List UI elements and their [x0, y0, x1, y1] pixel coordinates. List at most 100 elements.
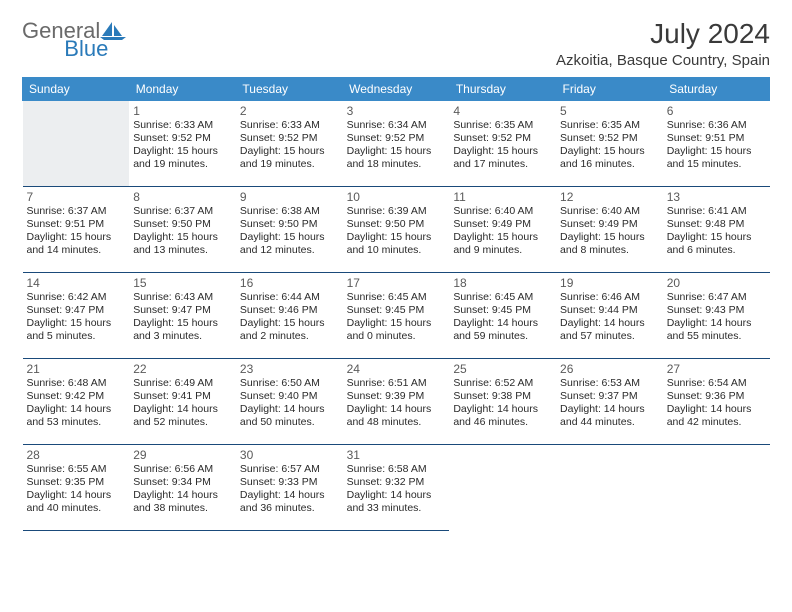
day-number: 9	[240, 190, 339, 204]
cell-d1: Daylight: 14 hours	[133, 403, 232, 416]
cell-sunset: Sunset: 9:52 PM	[240, 132, 339, 145]
cell-sunset: Sunset: 9:51 PM	[667, 132, 766, 145]
cell-d1: Daylight: 15 hours	[560, 231, 659, 244]
calendar-day-cell: 7Sunrise: 6:37 AMSunset: 9:51 PMDaylight…	[23, 187, 130, 273]
cell-sunrise: Sunrise: 6:37 AM	[133, 205, 232, 218]
cell-d2: and 17 minutes.	[453, 158, 552, 171]
cell-d2: and 16 minutes.	[560, 158, 659, 171]
title-block: July 2024 Azkoitia, Basque Country, Spai…	[556, 18, 770, 69]
cell-sunrise: Sunrise: 6:57 AM	[240, 463, 339, 476]
calendar-day-cell: 5Sunrise: 6:35 AMSunset: 9:52 PMDaylight…	[556, 101, 663, 187]
cell-sunrise: Sunrise: 6:42 AM	[27, 291, 126, 304]
cell-sunset: Sunset: 9:49 PM	[560, 218, 659, 231]
calendar-day-cell: 28Sunrise: 6:55 AMSunset: 9:35 PMDayligh…	[23, 445, 130, 531]
cell-d1: Daylight: 14 hours	[27, 403, 126, 416]
day-number: 5	[560, 104, 659, 118]
cell-sunrise: Sunrise: 6:40 AM	[453, 205, 552, 218]
calendar-day-cell: 6Sunrise: 6:36 AMSunset: 9:51 PMDaylight…	[663, 101, 770, 187]
cell-d2: and 15 minutes.	[667, 158, 766, 171]
cell-d2: and 18 minutes.	[347, 158, 446, 171]
cell-d2: and 48 minutes.	[347, 416, 446, 429]
cell-sunset: Sunset: 9:50 PM	[240, 218, 339, 231]
calendar-table: Sunday Monday Tuesday Wednesday Thursday…	[22, 77, 770, 531]
cell-sunrise: Sunrise: 6:33 AM	[240, 119, 339, 132]
cell-d2: and 19 minutes.	[240, 158, 339, 171]
brand-logo: General Blue	[22, 18, 172, 44]
calendar-row: 7Sunrise: 6:37 AMSunset: 9:51 PMDaylight…	[23, 187, 770, 273]
day-number: 19	[560, 276, 659, 290]
cell-d1: Daylight: 14 hours	[27, 489, 126, 502]
cell-d1: Daylight: 15 hours	[133, 317, 232, 330]
cell-sunrise: Sunrise: 6:58 AM	[347, 463, 446, 476]
calendar-day-cell: 24Sunrise: 6:51 AMSunset: 9:39 PMDayligh…	[343, 359, 450, 445]
cell-sunrise: Sunrise: 6:51 AM	[347, 377, 446, 390]
cell-d2: and 52 minutes.	[133, 416, 232, 429]
cell-d2: and 59 minutes.	[453, 330, 552, 343]
calendar-day-cell: 20Sunrise: 6:47 AMSunset: 9:43 PMDayligh…	[663, 273, 770, 359]
cell-d1: Daylight: 15 hours	[240, 231, 339, 244]
cell-sunset: Sunset: 9:40 PM	[240, 390, 339, 403]
cell-sunset: Sunset: 9:46 PM	[240, 304, 339, 317]
cell-d1: Daylight: 15 hours	[453, 231, 552, 244]
cell-sunset: Sunset: 9:47 PM	[27, 304, 126, 317]
cell-d2: and 6 minutes.	[667, 244, 766, 257]
cell-sunrise: Sunrise: 6:54 AM	[667, 377, 766, 390]
cell-d1: Daylight: 14 hours	[240, 489, 339, 502]
day-number: 6	[667, 104, 766, 118]
day-header: Thursday	[449, 78, 556, 101]
day-number: 17	[347, 276, 446, 290]
cell-sunset: Sunset: 9:39 PM	[347, 390, 446, 403]
day-number: 27	[667, 362, 766, 376]
day-number: 28	[27, 448, 126, 462]
day-header: Saturday	[663, 78, 770, 101]
cell-d2: and 0 minutes.	[347, 330, 446, 343]
calendar-row: 1Sunrise: 6:33 AMSunset: 9:52 PMDaylight…	[23, 101, 770, 187]
cell-sunrise: Sunrise: 6:55 AM	[27, 463, 126, 476]
day-number: 29	[133, 448, 232, 462]
cell-sunset: Sunset: 9:50 PM	[347, 218, 446, 231]
day-number: 24	[347, 362, 446, 376]
cell-sunset: Sunset: 9:38 PM	[453, 390, 552, 403]
calendar-day-cell: 31Sunrise: 6:58 AMSunset: 9:32 PMDayligh…	[343, 445, 450, 531]
cell-sunset: Sunset: 9:37 PM	[560, 390, 659, 403]
cell-sunrise: Sunrise: 6:52 AM	[453, 377, 552, 390]
day-number: 18	[453, 276, 552, 290]
calendar-day-cell: 9Sunrise: 6:38 AMSunset: 9:50 PMDaylight…	[236, 187, 343, 273]
day-number: 30	[240, 448, 339, 462]
calendar-empty-cell	[663, 445, 770, 531]
cell-sunrise: Sunrise: 6:48 AM	[27, 377, 126, 390]
cell-sunset: Sunset: 9:52 PM	[453, 132, 552, 145]
day-number: 22	[133, 362, 232, 376]
cell-d1: Daylight: 15 hours	[347, 317, 446, 330]
cell-d1: Daylight: 15 hours	[667, 231, 766, 244]
cell-sunrise: Sunrise: 6:40 AM	[560, 205, 659, 218]
cell-sunrise: Sunrise: 6:43 AM	[133, 291, 232, 304]
cell-sunset: Sunset: 9:52 PM	[347, 132, 446, 145]
cell-d2: and 3 minutes.	[133, 330, 232, 343]
cell-sunset: Sunset: 9:42 PM	[27, 390, 126, 403]
cell-d2: and 44 minutes.	[560, 416, 659, 429]
cell-sunset: Sunset: 9:34 PM	[133, 476, 232, 489]
cell-d2: and 50 minutes.	[240, 416, 339, 429]
calendar-day-cell: 22Sunrise: 6:49 AMSunset: 9:41 PMDayligh…	[129, 359, 236, 445]
cell-d2: and 55 minutes.	[667, 330, 766, 343]
calendar-header-row: Sunday Monday Tuesday Wednesday Thursday…	[23, 78, 770, 101]
cell-d2: and 13 minutes.	[133, 244, 232, 257]
calendar-day-cell: 25Sunrise: 6:52 AMSunset: 9:38 PMDayligh…	[449, 359, 556, 445]
page-header: General Blue July 2024 Azkoitia, Basque …	[22, 18, 770, 69]
cell-sunrise: Sunrise: 6:34 AM	[347, 119, 446, 132]
day-header: Friday	[556, 78, 663, 101]
cell-d2: and 38 minutes.	[133, 502, 232, 515]
day-number: 21	[27, 362, 126, 376]
day-header: Tuesday	[236, 78, 343, 101]
cell-d1: Daylight: 15 hours	[27, 231, 126, 244]
day-number: 4	[453, 104, 552, 118]
cell-sunrise: Sunrise: 6:39 AM	[347, 205, 446, 218]
cell-sunrise: Sunrise: 6:47 AM	[667, 291, 766, 304]
day-number: 2	[240, 104, 339, 118]
cell-sunset: Sunset: 9:52 PM	[560, 132, 659, 145]
calendar-day-cell: 8Sunrise: 6:37 AMSunset: 9:50 PMDaylight…	[129, 187, 236, 273]
calendar-empty-cell	[449, 445, 556, 531]
day-number: 10	[347, 190, 446, 204]
cell-sunset: Sunset: 9:35 PM	[27, 476, 126, 489]
